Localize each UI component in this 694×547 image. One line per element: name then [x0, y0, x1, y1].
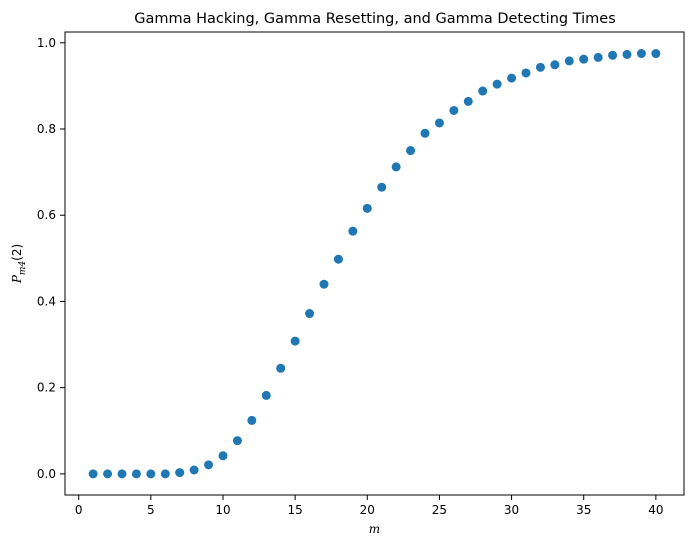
data-point [434, 118, 444, 128]
data-point [175, 468, 185, 478]
data-point [535, 62, 545, 72]
chart-title: Gamma Hacking, Gamma Resetting, and Gamm… [134, 11, 616, 27]
data-point [131, 469, 141, 479]
data-point [550, 60, 560, 70]
data-point [406, 146, 416, 156]
data-point [636, 49, 646, 59]
x-tick-label: 40 [648, 503, 663, 517]
plot-area [64, 31, 685, 496]
data-point [362, 203, 372, 213]
y-tick-label: 0.6 [37, 208, 56, 222]
x-tick-label: 25 [432, 503, 447, 517]
data-point [391, 162, 401, 172]
data-point [564, 56, 574, 66]
x-tick-label: 20 [360, 503, 375, 517]
data-point [478, 86, 488, 96]
data-point [420, 128, 430, 138]
x-tick-label: 15 [288, 503, 303, 517]
data-point [651, 49, 661, 59]
y-axis-ticks: 0.0 0.2 0.4 0.6 0.8 1.0 [37, 36, 65, 481]
x-tick-label: 35 [576, 503, 591, 517]
data-point [593, 52, 603, 62]
x-tick-label: 5 [147, 503, 155, 517]
data-point [261, 390, 271, 400]
y-axis-label-argument: (2) [10, 244, 24, 261]
data-point [449, 105, 459, 115]
data-point [622, 49, 632, 59]
y-tick-label: 0.4 [37, 294, 56, 308]
data-point [319, 279, 329, 289]
data-point [146, 469, 156, 479]
data-point [579, 54, 589, 64]
x-tick-label: 0 [75, 503, 83, 517]
data-point [218, 451, 228, 461]
data-point [305, 309, 315, 319]
y-axis-label-subscript: m4 [18, 261, 28, 276]
data-point [247, 415, 257, 425]
data-point [608, 50, 618, 60]
y-axis-label-base: P [10, 274, 24, 284]
data-point [189, 465, 199, 475]
data-point [160, 469, 170, 479]
y-tick-label: 0.2 [37, 381, 56, 395]
data-point [492, 79, 502, 89]
data-point [333, 254, 343, 264]
data-point [204, 460, 214, 470]
x-axis-ticks: 0 5 10 15 20 25 30 35 40 [75, 495, 664, 517]
data-point [290, 336, 300, 346]
data-points [88, 49, 661, 479]
y-tick-label: 0.8 [37, 122, 56, 136]
data-point [463, 96, 473, 106]
x-tick-label: 10 [215, 503, 230, 517]
data-point [276, 363, 286, 373]
data-point [103, 469, 113, 479]
data-point [117, 469, 127, 479]
y-tick-label: 0.0 [37, 467, 56, 481]
data-point [507, 73, 517, 83]
data-point [521, 68, 531, 78]
y-tick-label: 1.0 [37, 36, 56, 50]
data-point [377, 182, 387, 192]
y-axis-label: Pm4(2) [10, 244, 28, 284]
data-point [232, 436, 242, 446]
x-axis-label: m [369, 522, 380, 536]
x-tick-label: 30 [504, 503, 519, 517]
data-point [348, 226, 358, 236]
data-point [88, 469, 98, 479]
